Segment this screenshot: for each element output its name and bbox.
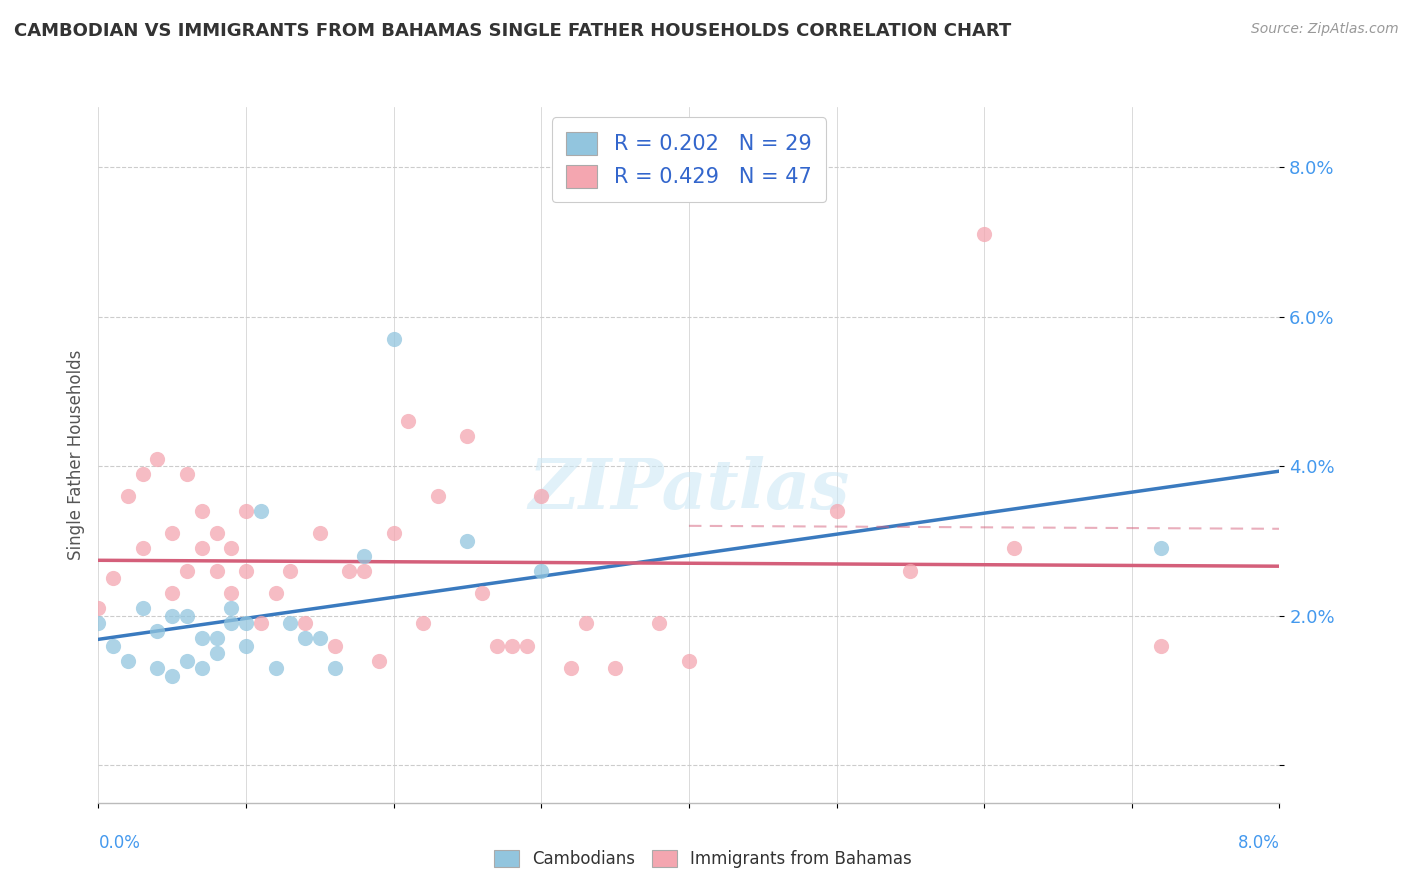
Point	[308, 526, 332, 541]
Point	[205, 646, 228, 660]
Point	[162, 608, 183, 623]
Text: Source: ZipAtlas.com: Source: ZipAtlas.com	[1251, 22, 1399, 37]
Point	[103, 571, 124, 585]
Point	[103, 639, 124, 653]
Point	[264, 586, 287, 600]
Point	[219, 616, 242, 631]
Point	[132, 541, 155, 556]
Point	[278, 616, 301, 631]
Point	[235, 504, 257, 518]
Point	[1150, 639, 1173, 653]
Text: 8.0%: 8.0%	[1237, 834, 1279, 852]
Point	[825, 504, 848, 518]
Point	[323, 639, 346, 653]
Point	[308, 631, 332, 645]
Point	[278, 564, 301, 578]
Point	[367, 654, 389, 668]
Point	[132, 601, 155, 615]
Text: 0.0%: 0.0%	[98, 834, 141, 852]
Point	[382, 332, 405, 346]
Point	[426, 489, 449, 503]
Y-axis label: Single Father Households: Single Father Households	[66, 350, 84, 560]
Point	[191, 631, 214, 645]
Text: ZIPatlas: ZIPatlas	[529, 456, 849, 524]
Point	[456, 429, 478, 443]
Point	[560, 661, 582, 675]
Point	[176, 654, 198, 668]
Point	[1150, 541, 1173, 556]
Legend: R = 0.202   N = 29, R = 0.429   N = 47: R = 0.202 N = 29, R = 0.429 N = 47	[551, 118, 827, 202]
Point	[205, 564, 228, 578]
Point	[176, 564, 198, 578]
Point	[515, 639, 537, 653]
Point	[146, 451, 169, 466]
Point	[219, 601, 242, 615]
Point	[501, 639, 523, 653]
Point	[235, 639, 257, 653]
Point	[456, 533, 478, 548]
Point	[294, 616, 316, 631]
Point	[205, 526, 228, 541]
Point	[353, 564, 375, 578]
Point	[235, 616, 257, 631]
Point	[294, 631, 316, 645]
Point	[353, 549, 375, 563]
Point	[219, 586, 242, 600]
Point	[87, 616, 110, 631]
Text: CAMBODIAN VS IMMIGRANTS FROM BAHAMAS SINGLE FATHER HOUSEHOLDS CORRELATION CHART: CAMBODIAN VS IMMIGRANTS FROM BAHAMAS SIN…	[14, 22, 1011, 40]
Point	[530, 489, 553, 503]
Point	[973, 227, 995, 242]
Point	[117, 654, 139, 668]
Point	[471, 586, 494, 600]
Point	[162, 668, 183, 682]
Point	[250, 504, 273, 518]
Point	[162, 526, 183, 541]
Point	[219, 541, 242, 556]
Point	[382, 526, 405, 541]
Point	[396, 414, 419, 428]
Point	[191, 504, 214, 518]
Point	[132, 467, 155, 481]
Point	[117, 489, 139, 503]
Point	[176, 608, 198, 623]
Point	[146, 624, 169, 638]
Point	[485, 639, 508, 653]
Point	[162, 586, 183, 600]
Point	[250, 616, 273, 631]
Point	[605, 661, 627, 675]
Point	[678, 654, 700, 668]
Point	[574, 616, 596, 631]
Point	[264, 661, 287, 675]
Point	[530, 564, 553, 578]
Point	[898, 564, 921, 578]
Point	[1002, 541, 1025, 556]
Point	[648, 616, 671, 631]
Point	[337, 564, 360, 578]
Point	[191, 541, 214, 556]
Point	[205, 631, 228, 645]
Legend: Cambodians, Immigrants from Bahamas: Cambodians, Immigrants from Bahamas	[488, 843, 918, 875]
Point	[191, 661, 214, 675]
Point	[412, 616, 434, 631]
Point	[235, 564, 257, 578]
Point	[323, 661, 346, 675]
Point	[176, 467, 198, 481]
Point	[146, 661, 169, 675]
Point	[87, 601, 110, 615]
